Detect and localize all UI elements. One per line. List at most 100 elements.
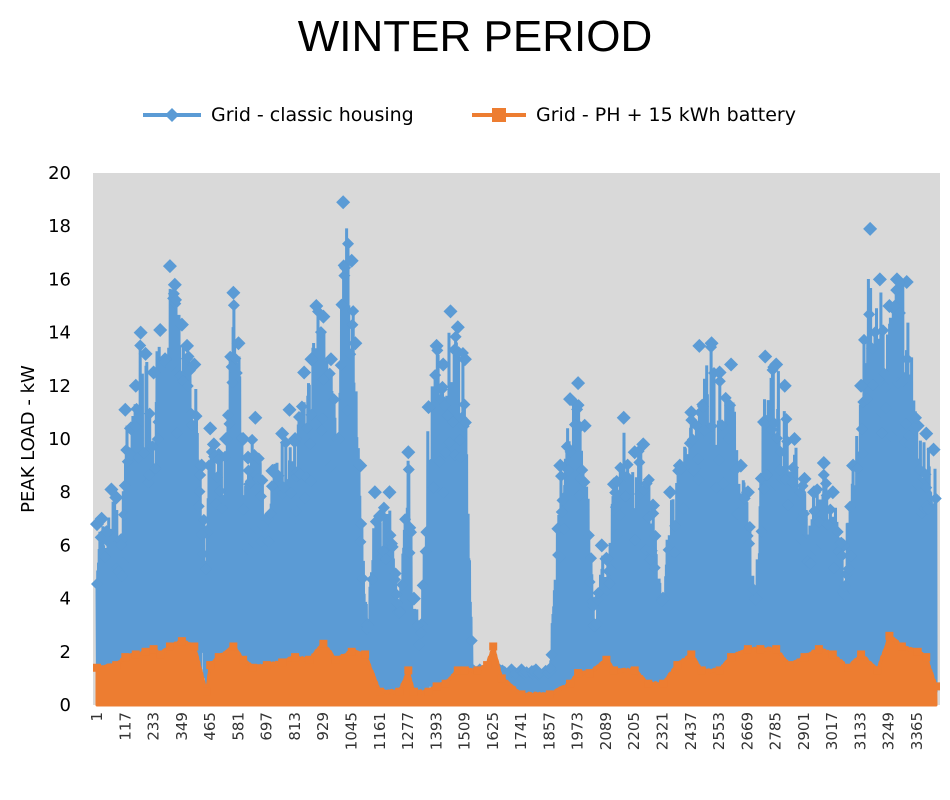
data-point-classic-housing xyxy=(707,367,720,380)
data-point-classic-housing xyxy=(732,507,745,520)
data-point-classic-housing xyxy=(896,375,909,388)
data-point-classic-housing xyxy=(416,579,429,592)
data-point-classic-housing xyxy=(820,489,833,502)
data-point-classic-housing xyxy=(729,463,742,476)
data-point-classic-housing xyxy=(844,549,857,562)
data-point-classic-housing xyxy=(697,400,710,413)
data-point-classic-housing xyxy=(338,269,351,282)
data-point-ph-battery xyxy=(873,666,882,675)
data-point-classic-housing xyxy=(367,485,382,500)
data-point-ph-battery xyxy=(566,679,575,688)
data-point-classic-housing xyxy=(454,451,467,464)
data-point-classic-housing xyxy=(899,275,914,290)
data-point-classic-housing xyxy=(866,378,879,391)
data-point-ph-battery xyxy=(331,655,340,664)
data-point-classic-housing xyxy=(604,563,617,576)
data-point-classic-housing xyxy=(344,348,357,361)
x-tick-label: 233 xyxy=(145,712,163,741)
x-tick-label: 2437 xyxy=(682,712,700,750)
data-point-classic-housing xyxy=(844,500,857,513)
data-point-classic-housing xyxy=(656,594,669,607)
data-point-classic-housing xyxy=(128,378,143,393)
data-point-classic-housing xyxy=(574,420,587,433)
data-point-classic-housing xyxy=(809,543,822,556)
data-point-ph-battery xyxy=(772,645,781,654)
data-point-classic-housing xyxy=(817,468,830,481)
data-point-classic-housing xyxy=(439,446,452,459)
data-point-classic-housing xyxy=(854,378,869,393)
data-point-classic-housing xyxy=(182,350,195,363)
x-tick-label: 1393 xyxy=(427,712,445,750)
data-point-classic-housing xyxy=(649,529,662,542)
data-point-classic-housing xyxy=(773,464,786,477)
x-tick-label: 581 xyxy=(229,712,247,741)
data-point-ph-battery xyxy=(305,655,314,664)
data-point-classic-housing xyxy=(899,418,912,431)
data-point-classic-housing xyxy=(394,605,407,618)
data-point-classic-housing xyxy=(786,476,799,489)
data-point-classic-housing xyxy=(170,293,183,306)
x-tick-label: 697 xyxy=(258,712,276,741)
data-point-classic-housing xyxy=(603,577,616,590)
data-point-classic-housing xyxy=(230,367,243,380)
data-point-classic-housing xyxy=(235,432,248,445)
data-point-classic-housing xyxy=(295,400,308,413)
data-point-classic-housing xyxy=(427,481,440,494)
y-axis-label: PEAK LOAD - kW xyxy=(18,365,39,513)
data-point-ph-battery xyxy=(800,653,809,662)
data-point-classic-housing xyxy=(389,567,402,580)
data-point-classic-housing xyxy=(675,463,688,476)
data-point-classic-housing xyxy=(620,470,633,483)
data-point-classic-housing xyxy=(562,464,575,477)
data-point-classic-housing xyxy=(628,533,641,546)
data-point-classic-housing xyxy=(118,402,133,417)
data-point-ph-battery xyxy=(857,650,866,659)
data-point-ph-battery xyxy=(814,645,823,654)
data-point-classic-housing xyxy=(443,436,456,449)
data-point-classic-housing xyxy=(557,523,570,536)
x-tick-label: 2553 xyxy=(710,712,728,750)
data-point-classic-housing xyxy=(195,528,208,541)
data-point-classic-housing xyxy=(573,489,586,502)
data-point-ph-battery xyxy=(630,666,639,675)
series-classic-housing xyxy=(90,195,942,698)
data-point-classic-housing xyxy=(316,412,329,425)
data-point-classic-housing xyxy=(816,455,831,470)
data-point-classic-housing xyxy=(186,419,199,432)
data-point-ph-battery xyxy=(291,653,300,662)
data-point-classic-housing xyxy=(888,299,901,312)
data-point-classic-housing xyxy=(458,398,471,411)
data-point-ph-battery xyxy=(644,679,653,688)
data-point-ph-battery xyxy=(574,669,583,678)
data-point-classic-housing xyxy=(663,485,678,500)
data-point-classic-housing xyxy=(346,318,359,331)
data-point-classic-housing xyxy=(355,517,368,530)
data-point-classic-housing xyxy=(434,433,447,446)
y-tick-label: 2 xyxy=(60,642,71,663)
data-point-classic-housing xyxy=(755,525,768,538)
data-point-classic-housing xyxy=(436,357,451,372)
data-point-classic-housing xyxy=(342,237,355,250)
x-tick-label: 2785 xyxy=(767,712,785,750)
data-point-ph-battery xyxy=(404,666,413,675)
data-point-classic-housing xyxy=(317,373,330,386)
data-point-classic-housing xyxy=(194,458,209,473)
data-point-ph-battery xyxy=(489,642,498,651)
data-point-classic-housing xyxy=(633,456,646,469)
data-point-ph-battery xyxy=(239,655,248,664)
data-point-ph-battery xyxy=(131,650,140,659)
y-tick-label: 6 xyxy=(60,535,71,556)
y-tick-label: 12 xyxy=(48,376,71,397)
data-point-classic-housing xyxy=(713,375,726,388)
data-point-classic-housing xyxy=(216,502,229,515)
data-point-classic-housing xyxy=(420,526,433,539)
data-point-classic-housing xyxy=(770,432,783,445)
data-point-classic-housing xyxy=(893,276,906,289)
data-point-classic-housing xyxy=(353,458,366,471)
data-point-classic-housing xyxy=(781,435,794,448)
square-line-icon xyxy=(472,108,526,122)
x-tick-label: 1 xyxy=(88,712,106,722)
data-point-classic-housing xyxy=(109,490,124,505)
data-point-ph-battery xyxy=(483,661,492,670)
data-point-classic-housing xyxy=(152,415,165,428)
